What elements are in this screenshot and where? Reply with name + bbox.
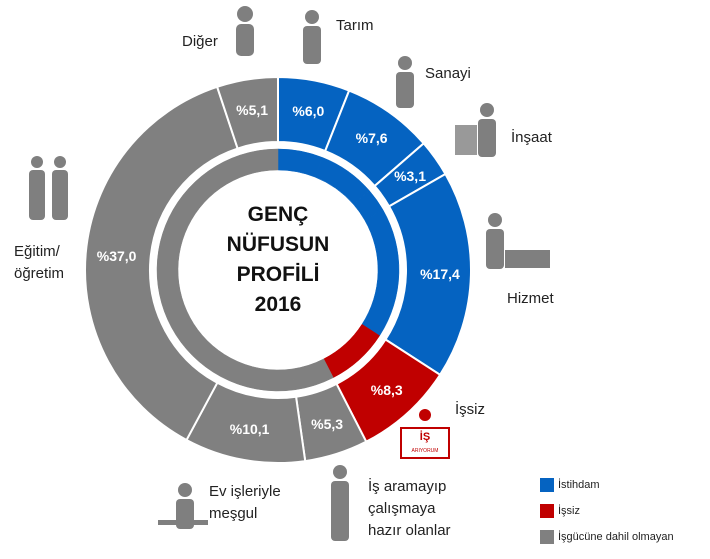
- category-label: İşsiz: [455, 399, 485, 421]
- value-label: %3,1: [394, 168, 426, 184]
- legend-label: İşsiz: [558, 505, 580, 517]
- sign-text: İŞ: [420, 430, 430, 443]
- inner-slice: [221, 358, 295, 391]
- value-label: %17,4: [420, 266, 460, 282]
- sign-text: ARIYORUM: [412, 448, 439, 454]
- legend-label: İşgücüne dahil olmayan: [558, 531, 674, 543]
- inner-slice: [240, 149, 278, 175]
- category-label: Tarım: [336, 15, 374, 37]
- value-label: %10,1: [230, 421, 270, 437]
- category-label: İş aramayıp çalışmaya hazır olanlar: [368, 476, 451, 542]
- category-label: İnşaat: [511, 127, 552, 149]
- legend-swatch: [540, 530, 554, 544]
- value-label: %5,3: [311, 416, 343, 432]
- category-label: Diğer: [182, 31, 218, 53]
- category-label: Sanayi: [425, 63, 471, 85]
- inner-slice: [278, 149, 323, 177]
- value-label: %8,3: [371, 382, 403, 398]
- chart-title: GENÇ NÜFUSUN PROFİLİ 2016: [178, 200, 378, 320]
- value-label: %6,0: [292, 103, 324, 119]
- page: İŞ ARIYORUM GENÇ NÜFUSUN PROFİLİ 2016 %6…: [0, 0, 710, 559]
- legend-swatch: [540, 478, 554, 492]
- value-label: %5,1: [236, 102, 268, 118]
- legend-label: İstihdam: [558, 479, 600, 491]
- value-label: %7,6: [356, 130, 388, 146]
- category-label: Hizmet: [507, 288, 554, 310]
- legend-swatch: [540, 504, 554, 518]
- category-label: Ev işleriyle meşgul: [209, 481, 281, 525]
- category-label: Eğitim/ öğretim: [14, 241, 64, 285]
- value-label: %37,0: [97, 248, 137, 264]
